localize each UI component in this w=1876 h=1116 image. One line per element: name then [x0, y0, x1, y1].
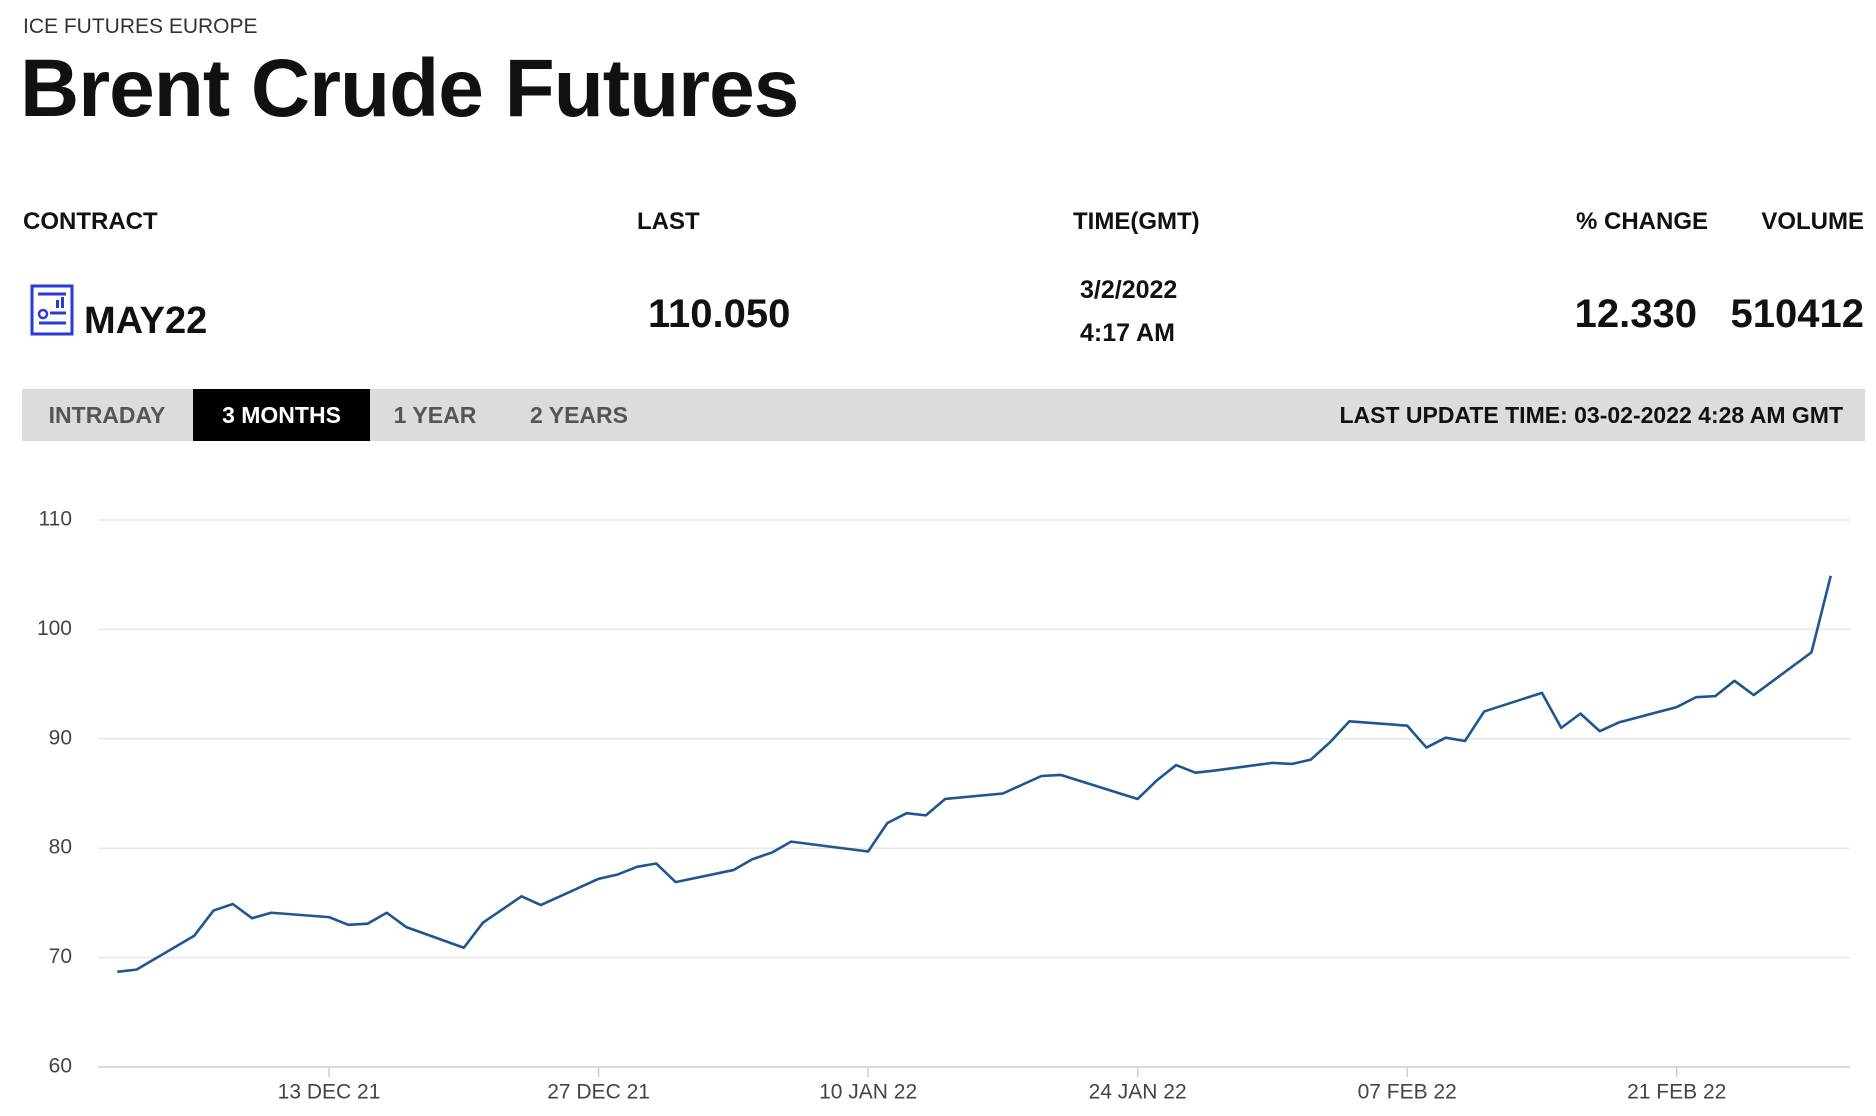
column-header: LAST [637, 208, 700, 235]
y-tick-label: 60 [49, 1055, 72, 1078]
tab[interactable]: 2 YEARS [529, 402, 628, 428]
y-tick-label: 80 [49, 836, 72, 859]
price-line [117, 575, 1833, 974]
tab[interactable]: INTRADAY [48, 402, 166, 428]
last-update: LAST UPDATE TIME: 03-02-2022 4:28 AM GMT [1339, 402, 1843, 428]
x-tick-label: 21 FEB 22 [1627, 1081, 1726, 1104]
page-title: Brent Crude Futures [20, 43, 799, 134]
volume: 510412 [1730, 292, 1864, 336]
x-tick-label: 24 JAN 22 [1089, 1081, 1187, 1104]
tab[interactable]: 3 MONTHS [193, 389, 370, 441]
x-tick-label: 27 DEC 21 [547, 1081, 650, 1104]
last-price: 110.050 [648, 292, 791, 336]
x-tick-label: 10 JAN 22 [819, 1081, 917, 1104]
exchange: ICE FUTURES EUROPE [23, 15, 258, 38]
contract: MAY22 [84, 300, 208, 342]
column-header: TIME(GMT) [1073, 208, 1200, 235]
chart: 60 70 80 90 100 110 13 DEC 21 27 DEC 21 10 JAN 2… [37, 508, 1850, 1104]
trade-time: 4:17 AM [1080, 319, 1175, 347]
contract-icon [30, 284, 74, 336]
column-header: CONTRACT [23, 208, 158, 235]
trade-date: 3/2/2022 [1080, 276, 1178, 304]
tab[interactable]: 1 YEAR [393, 402, 477, 428]
y-tick-label: 90 [49, 726, 72, 749]
tab-bar: INTRADAY 3 MONTHS 1 YEAR 2 YEARS LAST UP… [22, 389, 1865, 441]
column-header: VOLUME [1761, 208, 1864, 235]
x-tick-label: 07 FEB 22 [1358, 1081, 1457, 1104]
percent-change: 12.330 [1574, 292, 1697, 336]
y-tick-label: 110 [39, 508, 72, 531]
column-header: % CHANGE [1575, 208, 1708, 235]
y-tick-label: 70 [49, 945, 72, 968]
x-tick-label: 13 DEC 21 [278, 1081, 381, 1104]
y-tick-label: 100 [37, 617, 72, 640]
